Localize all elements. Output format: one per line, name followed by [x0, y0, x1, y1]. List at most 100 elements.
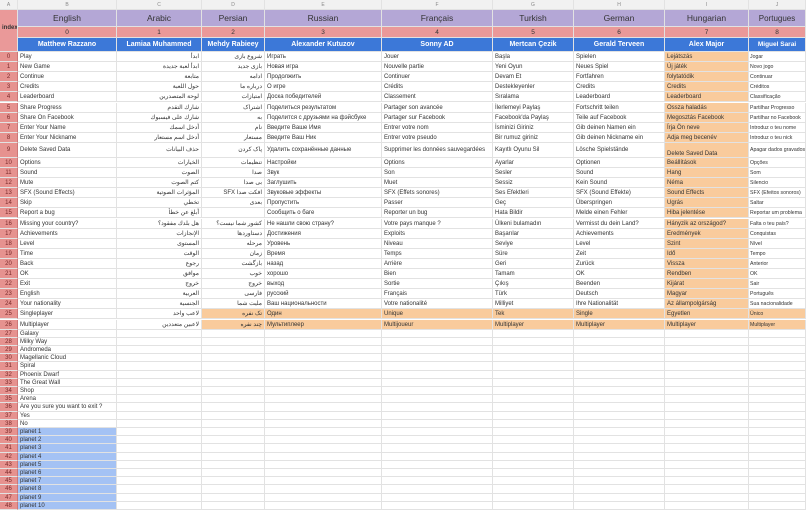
table-cell[interactable]: Son: [382, 168, 493, 179]
table-cell[interactable]: [382, 329, 493, 338]
translator-name[interactable]: Alex Major: [665, 38, 749, 52]
table-cell[interactable]: Beállítások: [665, 157, 749, 168]
table-cell[interactable]: [382, 460, 493, 469]
column-header-j[interactable]: J: [749, 0, 806, 10]
table-cell[interactable]: Sound Effects: [665, 188, 749, 199]
table-cell[interactable]: [117, 428, 202, 437]
table-cell[interactable]: Falta o teu país?: [749, 218, 806, 229]
table-cell[interactable]: Optionen: [574, 157, 665, 168]
table-cell[interactable]: [117, 337, 202, 346]
table-cell[interactable]: بازگشت: [202, 258, 265, 269]
table-cell[interactable]: [202, 337, 265, 346]
table-cell[interactable]: Adja meg becenév: [665, 132, 749, 143]
table-cell[interactable]: Ses Efektleri: [493, 188, 574, 199]
table-cell[interactable]: [574, 419, 665, 428]
table-cell[interactable]: Reporter un bug: [382, 208, 493, 219]
table-cell[interactable]: Ülkeni bulamadın: [493, 218, 574, 229]
row-number[interactable]: 46: [0, 485, 18, 494]
table-cell[interactable]: Entrer votre pseudo: [382, 132, 493, 143]
table-cell[interactable]: [117, 362, 202, 371]
table-cell[interactable]: Gib deinen Namen ein: [574, 122, 665, 133]
table-cell[interactable]: Tek: [493, 309, 574, 320]
table-cell[interactable]: Temps: [382, 248, 493, 259]
table-cell[interactable]: [202, 477, 265, 486]
table-cell[interactable]: Sound: [18, 168, 117, 179]
row-number[interactable]: 7: [0, 122, 18, 133]
table-cell[interactable]: Пропустить: [265, 198, 382, 209]
table-cell[interactable]: [574, 452, 665, 461]
table-cell[interactable]: [265, 337, 382, 346]
table-cell[interactable]: Ayarlar: [493, 157, 574, 168]
row-number[interactable]: 30: [0, 354, 18, 363]
table-cell[interactable]: [382, 354, 493, 363]
translator-name[interactable]: Mertcan Çezik: [493, 38, 574, 52]
table-cell[interactable]: Hiba jelentése: [665, 208, 749, 219]
table-cell[interactable]: [665, 337, 749, 346]
row-number[interactable]: 32: [0, 370, 18, 379]
table-cell[interactable]: [749, 329, 806, 338]
table-cell[interactable]: Enter Your Nickname: [18, 132, 117, 143]
table-cell[interactable]: Mute: [18, 178, 117, 189]
language-index[interactable]: 3: [265, 27, 382, 38]
table-cell[interactable]: [749, 387, 806, 396]
table-cell[interactable]: Заглушить: [265, 178, 382, 189]
table-cell[interactable]: [493, 444, 574, 453]
row-number[interactable]: 43: [0, 460, 18, 469]
table-cell[interactable]: [382, 436, 493, 445]
table-cell[interactable]: Kijárat: [665, 279, 749, 290]
table-cell[interactable]: [749, 419, 806, 428]
table-cell[interactable]: مرحله: [202, 238, 265, 249]
table-cell[interactable]: [493, 436, 574, 445]
column-header-h[interactable]: H: [574, 0, 665, 10]
table-cell[interactable]: Credits: [665, 82, 749, 93]
table-cell[interactable]: حذف البيانات: [117, 142, 202, 158]
table-cell[interactable]: planet 2: [18, 436, 117, 445]
table-cell[interactable]: Sıralama: [493, 92, 574, 103]
table-cell[interactable]: [382, 378, 493, 387]
table-cell[interactable]: [574, 329, 665, 338]
table-cell[interactable]: Süre: [493, 248, 574, 259]
table-cell[interactable]: [202, 444, 265, 453]
table-cell[interactable]: Удалить сохранённые данные: [265, 142, 382, 158]
table-cell[interactable]: Phoenix Dwarf: [18, 370, 117, 379]
language-index[interactable]: 2: [202, 27, 265, 38]
table-cell[interactable]: [382, 469, 493, 478]
table-cell[interactable]: [382, 370, 493, 379]
table-cell[interactable]: Играть: [265, 52, 382, 63]
table-cell[interactable]: [382, 485, 493, 494]
table-cell[interactable]: Jogar: [749, 52, 806, 63]
table-cell[interactable]: Уровень: [265, 238, 382, 249]
table-cell[interactable]: Share Progress: [18, 102, 117, 113]
table-cell[interactable]: Vermisst du dein Land?: [574, 218, 665, 229]
table-cell[interactable]: Share On Facebook: [18, 112, 117, 123]
language-index[interactable]: 5: [493, 27, 574, 38]
table-cell[interactable]: [202, 411, 265, 420]
table-cell[interactable]: Megosztás Facebook: [665, 112, 749, 123]
table-cell[interactable]: [382, 403, 493, 412]
table-cell[interactable]: Play: [18, 52, 117, 63]
table-cell[interactable]: رجوع: [117, 258, 202, 269]
table-cell[interactable]: [665, 411, 749, 420]
table-cell[interactable]: Back: [18, 258, 117, 269]
table-cell[interactable]: [749, 460, 806, 469]
column-header-i[interactable]: I: [665, 0, 749, 10]
table-cell[interactable]: Deutsch: [574, 289, 665, 300]
table-cell[interactable]: Ugrás: [665, 198, 749, 209]
table-cell[interactable]: لوحة المتصدرين: [117, 92, 202, 103]
row-number[interactable]: 37: [0, 411, 18, 420]
table-cell[interactable]: متابعة: [117, 72, 202, 83]
row-number[interactable]: 41: [0, 444, 18, 453]
table-cell[interactable]: [265, 469, 382, 478]
table-cell[interactable]: SFX (Sound Effects): [18, 188, 117, 199]
table-cell[interactable]: [493, 346, 574, 355]
column-header-e[interactable]: E: [265, 0, 382, 10]
language-header[interactable]: Turkish: [493, 10, 574, 27]
table-cell[interactable]: Sound: [574, 168, 665, 179]
table-cell[interactable]: [749, 501, 806, 510]
table-cell[interactable]: [202, 387, 265, 396]
table-cell[interactable]: Доска победителей: [265, 92, 382, 103]
table-cell[interactable]: Egyetlen: [665, 309, 749, 320]
table-cell[interactable]: Apagar dados gravados: [749, 142, 806, 158]
table-cell[interactable]: [202, 428, 265, 437]
